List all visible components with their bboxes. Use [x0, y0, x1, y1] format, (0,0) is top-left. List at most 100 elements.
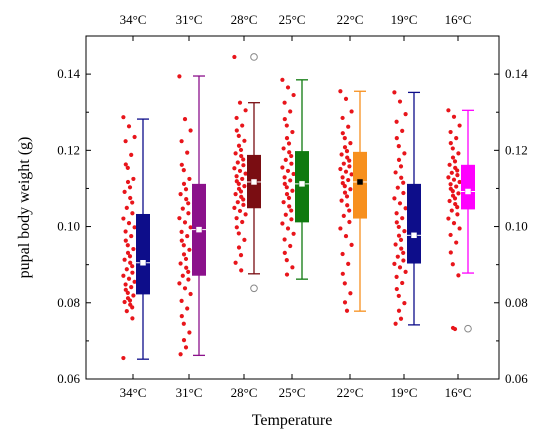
data-point: [177, 74, 182, 79]
data-point: [290, 129, 295, 135]
y-tick-label-left: 0.08: [57, 295, 80, 310]
data-point: [126, 124, 132, 129]
data-point: [122, 299, 127, 305]
data-point: [448, 140, 453, 146]
data-point: [124, 205, 129, 210]
data-point: [341, 161, 346, 166]
data-point: [346, 261, 351, 267]
data-point: [392, 196, 397, 201]
y-tick-label-left: 0.06: [57, 371, 80, 386]
data-point: [285, 168, 291, 174]
data-point: [289, 208, 294, 213]
data-point: [340, 251, 345, 257]
data-point: [349, 109, 354, 114]
data-point: [239, 268, 244, 273]
data-point: [396, 224, 401, 230]
box-group: [232, 53, 261, 293]
data-point: [236, 133, 241, 138]
data-point: [291, 231, 296, 236]
data-point: [179, 298, 184, 303]
data-point: [289, 161, 294, 166]
x-tick-label-bottom: 34°C: [120, 385, 147, 400]
data-point: [392, 261, 397, 267]
data-point: [399, 175, 404, 180]
box-series: [121, 53, 475, 361]
data-point: [186, 201, 191, 206]
data-point: [235, 200, 240, 205]
mean-marker: [298, 180, 306, 188]
data-point: [184, 197, 189, 202]
data-point: [448, 129, 453, 135]
data-point: [342, 184, 347, 189]
data-point: [240, 176, 245, 182]
data-point: [234, 128, 239, 133]
data-point: [182, 286, 188, 291]
data-point: [339, 198, 344, 203]
data-point: [233, 151, 238, 156]
data-point: [287, 150, 292, 155]
data-point: [181, 338, 187, 343]
data-point: [349, 172, 354, 177]
data-point: [179, 238, 184, 243]
data-point: [399, 246, 404, 251]
data-point: [289, 217, 294, 222]
y-tick-label-right: 0.12: [505, 142, 528, 157]
data-point: [240, 219, 245, 225]
data-point: [242, 237, 247, 242]
data-point: [243, 108, 248, 113]
x-tick-label-top: 22°C: [337, 12, 364, 27]
data-point: [286, 195, 292, 201]
data-point: [453, 201, 458, 207]
x-tick-label-bottom: 22°C: [337, 385, 364, 400]
data-point: [186, 277, 191, 282]
data-point: [126, 221, 132, 226]
data-point: [284, 257, 289, 263]
data-point: [183, 187, 189, 192]
data-point: [446, 175, 451, 180]
x-axis-title: Temperature: [252, 412, 333, 429]
data-point: [179, 229, 184, 234]
data-point: [345, 155, 350, 160]
data-point: [394, 286, 399, 292]
data-point: [456, 151, 461, 156]
x-tick-label-bottom: 16°C: [445, 385, 472, 400]
data-point: [237, 208, 243, 214]
data-point: [288, 243, 293, 249]
data-point: [393, 321, 398, 326]
data-point: [401, 258, 406, 263]
data-point: [123, 282, 128, 287]
data-point: [457, 226, 462, 231]
data-point: [241, 163, 246, 168]
data-point: [288, 109, 293, 114]
data-point: [121, 216, 126, 221]
data-point: [127, 298, 133, 303]
data-point: [121, 273, 126, 278]
data-point: [290, 265, 295, 270]
data-point: [285, 85, 291, 90]
x-tick-label-top: 16°C: [445, 12, 472, 27]
data-point: [451, 177, 457, 182]
data-point: [448, 182, 453, 187]
data-point: [346, 177, 351, 183]
data-point: [181, 252, 187, 257]
data-point: [395, 185, 400, 190]
data-point: [451, 114, 457, 119]
data-point: [455, 173, 460, 178]
data-point: [348, 291, 353, 296]
data-point: [338, 166, 343, 172]
data-point: [401, 180, 406, 185]
data-point: [180, 273, 185, 278]
data-point: [400, 128, 405, 133]
data-point: [125, 179, 131, 185]
data-point: [232, 205, 237, 210]
data-point: [449, 170, 454, 175]
mean-marker: [356, 178, 364, 186]
data-point: [347, 219, 352, 225]
data-point: [187, 247, 192, 252]
data-point: [241, 197, 246, 202]
data-point: [183, 256, 189, 262]
data-point: [401, 250, 406, 255]
y-tick-label-left: 0.14: [57, 66, 80, 81]
data-point: [242, 184, 247, 189]
